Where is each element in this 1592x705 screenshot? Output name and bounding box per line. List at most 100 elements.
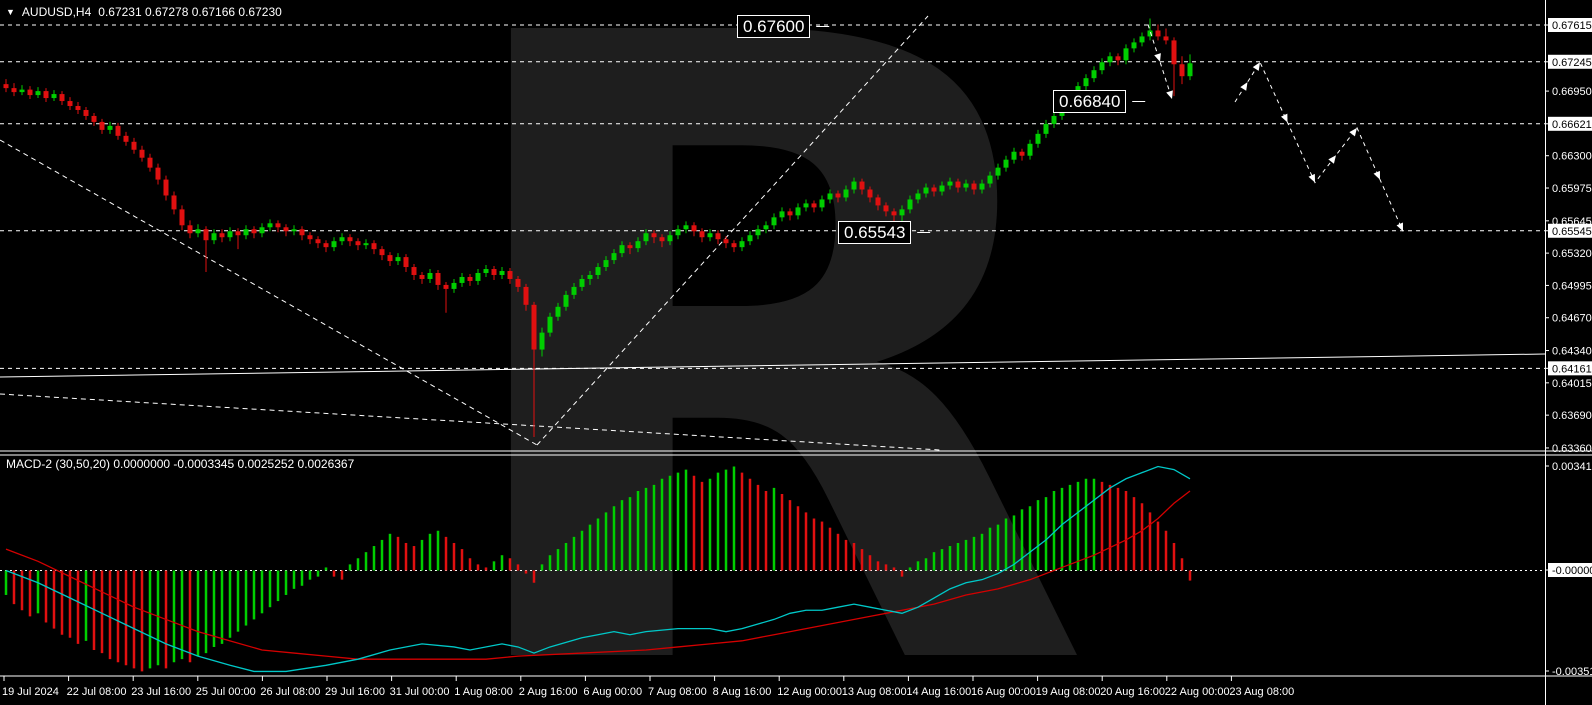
candle-body	[923, 187, 929, 194]
candle-body	[843, 189, 849, 198]
candle-body	[667, 235, 673, 242]
candle-body	[1107, 56, 1113, 63]
price-annotation-0.67600[interactable]: 0.67600	[737, 15, 811, 38]
axis-highlight	[1548, 361, 1592, 376]
candle-body	[179, 209, 185, 226]
candle-body	[67, 101, 73, 107]
chart-title-bar: ▼ AUDUSD,H4 0.67231 0.67278 0.67166 0.67…	[6, 5, 282, 19]
candle-body	[43, 91, 49, 99]
candle-body	[1019, 151, 1025, 156]
candle-body	[499, 271, 505, 275]
axis-highlight	[1548, 18, 1592, 32]
candle-body	[1027, 143, 1033, 156]
candle-body	[763, 225, 769, 230]
axis-time-label: 29 Jul 16:00	[325, 686, 385, 698]
candle-body	[387, 255, 393, 262]
candle-body	[51, 94, 57, 99]
candle-body	[659, 237, 665, 242]
candle-body	[531, 304, 537, 350]
candle-body	[595, 267, 601, 275]
macd-axis-label: -0.0000009	[1552, 565, 1592, 577]
axis-price-label: 0.65545	[1552, 226, 1592, 238]
candle-body	[1011, 151, 1017, 160]
forecast-line	[1234, 61, 1404, 232]
candle-body	[419, 274, 425, 279]
candle-body	[243, 229, 249, 236]
axis-price-label: 0.63360	[1552, 443, 1592, 455]
candle-body	[1099, 62, 1105, 71]
candle-body	[859, 181, 865, 190]
axis-time-label: 22 Aug 00:00	[1165, 686, 1230, 698]
trendline	[0, 393, 941, 451]
candle-body	[523, 286, 529, 305]
candle-body	[467, 276, 473, 281]
axis-time-label: 2 Aug 16:00	[519, 686, 578, 698]
candle-body	[291, 229, 297, 232]
axis-price-label: 0.67245	[1552, 57, 1592, 69]
symbol-dropdown-icon[interactable]: ▼	[6, 6, 15, 17]
axis-time-label: 26 Jul 08:00	[260, 686, 320, 698]
candle-body	[371, 243, 377, 250]
candle-body	[1003, 159, 1009, 168]
candle-body	[267, 223, 273, 228]
candle-body	[963, 183, 969, 188]
candle-body	[779, 211, 785, 218]
candle-body	[883, 205, 889, 212]
time-axis: 19 Jul 2024 22 Jul 08:00 23 Jul 16:00 25 Ju…	[2, 676, 1294, 698]
candle-body	[147, 157, 153, 168]
watermark-logo: R	[432, 0, 1094, 705]
forecast-arrow-icon	[1396, 222, 1403, 232]
candle-body	[451, 282, 457, 289]
candle-body	[483, 269, 489, 274]
axis-price-label: 0.64015	[1552, 378, 1592, 390]
candle-body	[347, 237, 353, 242]
candle-body	[587, 274, 593, 279]
candle-body	[851, 181, 857, 190]
axis-price-label: 0.63690	[1552, 410, 1592, 422]
forecast-line	[1147, 24, 1173, 100]
candle-body	[475, 273, 481, 281]
candle-body	[19, 89, 25, 93]
candle-body	[795, 207, 801, 216]
candle-body	[427, 273, 433, 279]
candle-body	[91, 115, 97, 122]
candle-body	[899, 209, 905, 216]
candle-body	[867, 189, 873, 198]
axis-time-label: 22 Jul 08:00	[67, 686, 127, 698]
candle-body	[163, 179, 169, 196]
candle-body	[211, 233, 217, 241]
candle-body	[1035, 133, 1041, 144]
candle-body	[819, 199, 825, 208]
candle-body	[835, 193, 841, 198]
candle-body	[579, 278, 585, 287]
candle-body	[771, 217, 777, 226]
candle-body	[203, 229, 209, 241]
candle-body	[939, 185, 945, 192]
axis-time-label: 6 Aug 00:00	[583, 686, 642, 698]
candle-body	[875, 197, 881, 206]
candle-body	[1139, 36, 1145, 43]
candle-body	[283, 227, 289, 232]
candle-body	[987, 175, 993, 184]
candle-body	[715, 233, 721, 240]
candle-body	[563, 294, 569, 307]
axis-price-label: 0.66300	[1552, 151, 1592, 163]
candle-body	[1043, 123, 1049, 134]
axis-time-label: 19 Jul 2024	[2, 686, 59, 698]
axis-price-label: 0.64340	[1552, 346, 1592, 358]
axis-time-label: 23 Aug 08:00	[1229, 686, 1294, 698]
price-annotation-0.66840[interactable]: 0.66840	[1053, 90, 1127, 113]
macd-axis-label: 0.0034122	[1552, 461, 1592, 473]
candle-body	[171, 195, 177, 210]
axis-highlight	[1548, 563, 1592, 577]
candle-body	[635, 241, 641, 249]
candle-body	[691, 225, 697, 232]
candle-body	[107, 125, 113, 130]
candle-body	[259, 227, 265, 234]
axis-price-label: 0.65320	[1552, 248, 1592, 260]
axis-time-label: 20 Aug 16:00	[1100, 686, 1165, 698]
price-annotation-0.65543[interactable]: 0.65543	[838, 221, 912, 244]
candle-body	[627, 245, 633, 249]
